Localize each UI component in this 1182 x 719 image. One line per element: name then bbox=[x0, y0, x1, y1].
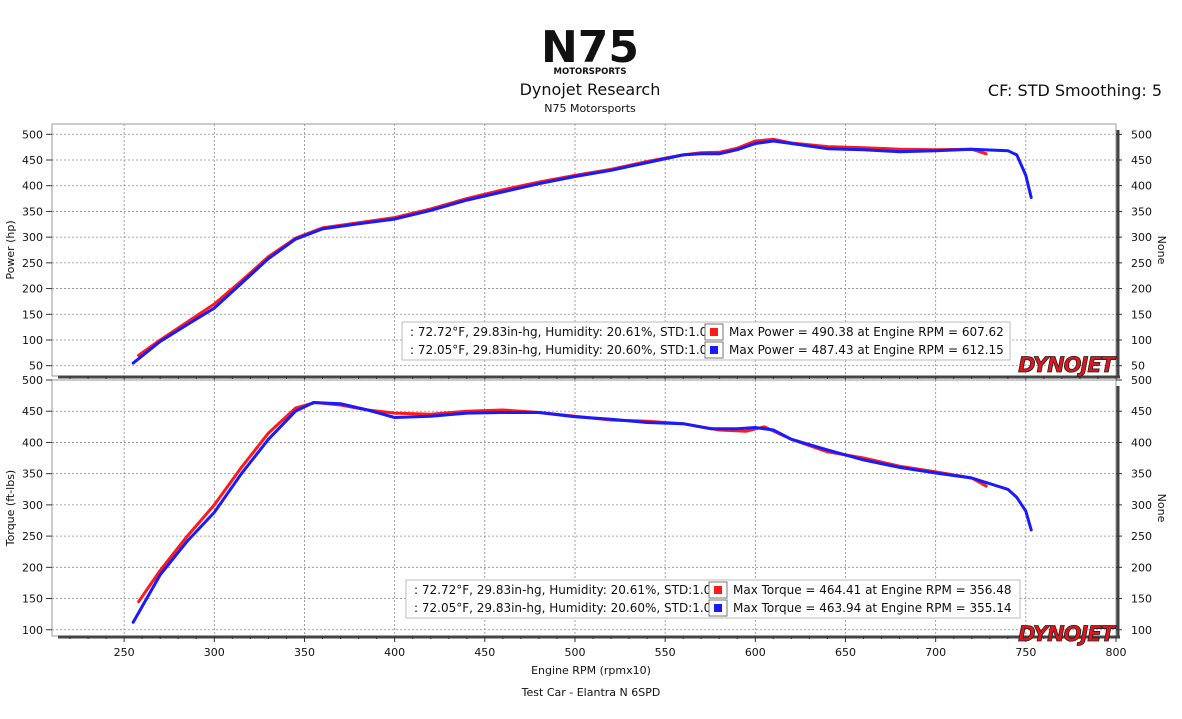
legend-summary: Max Torque = 463.94 at Engine RPM = 355.… bbox=[733, 601, 1011, 615]
y-axis-label: Power (hp) bbox=[4, 220, 17, 279]
x-tick-label: 250 bbox=[114, 646, 135, 659]
legend-conditions: : 72.05°F, 29.83in-hg, Humidity: 20.60%,… bbox=[414, 601, 719, 615]
legend-swatch bbox=[710, 346, 718, 354]
chart-panel-1: 50 50 100 100 150 150 200 200 250 250 300 300 350 350… bbox=[4, 123, 1168, 382]
chart-panel-2: 100 100 150 150 200 200 250 250 300 300 350 350 400 4… bbox=[4, 374, 1168, 659]
y-tick-label-right: 200 bbox=[1131, 283, 1152, 296]
x-tick-label: 500 bbox=[564, 646, 585, 659]
y-tick-label: 350 bbox=[22, 468, 43, 481]
y-tick-label-right: 500 bbox=[1131, 128, 1152, 141]
logo-subtext: MOTORSPORTS bbox=[554, 67, 627, 76]
y-tick-label: 300 bbox=[22, 499, 43, 512]
y-axis-label-right: None bbox=[1155, 236, 1168, 265]
x-tick-label: 350 bbox=[294, 646, 315, 659]
y-tick-label: 450 bbox=[22, 405, 43, 418]
y-tick-label-right: 100 bbox=[1131, 624, 1152, 637]
y-tick-label: 250 bbox=[22, 257, 43, 270]
y-tick-label-right: 100 bbox=[1131, 334, 1152, 347]
n75-logo: N75 MOTORSPORTS bbox=[544, 22, 636, 76]
y-tick-label-right: 250 bbox=[1131, 257, 1152, 270]
x-tick-label: 400 bbox=[384, 646, 405, 659]
y-tick-label-right: 400 bbox=[1131, 436, 1152, 449]
legend: : 72.72°F, 29.83in-hg, Humidity: 20.61%,… bbox=[401, 321, 1011, 361]
y-tick-label-right: 300 bbox=[1131, 231, 1152, 244]
x-tick-label: 300 bbox=[204, 646, 225, 659]
x-tick-label: 550 bbox=[655, 646, 676, 659]
series-line-run-2 bbox=[131, 139, 1033, 365]
x-tick-label: 650 bbox=[835, 646, 856, 659]
logo-text: N75 bbox=[544, 22, 636, 73]
y-tick-label: 100 bbox=[22, 334, 43, 347]
y-tick-label-right: 150 bbox=[1131, 593, 1152, 606]
y-tick-label: 150 bbox=[22, 308, 43, 321]
y-tick-label: 250 bbox=[22, 530, 43, 543]
correction-factor: CF: STD Smoothing: 5 bbox=[987, 81, 1162, 100]
y-tick-label-right: 200 bbox=[1131, 561, 1152, 574]
legend-swatch bbox=[714, 604, 722, 612]
y-tick-label: 350 bbox=[22, 205, 43, 218]
legend-summary: Max Power = 487.43 at Engine RPM = 612.1… bbox=[729, 343, 1004, 357]
x-axis-label: Engine RPM (rpmx10) bbox=[531, 664, 651, 677]
y-tick-label: 500 bbox=[22, 128, 43, 141]
y-tick-label: 200 bbox=[22, 561, 43, 574]
y-tick-label-right: 150 bbox=[1131, 308, 1152, 321]
x-tick-label: 700 bbox=[925, 646, 946, 659]
x-tick-label: 600 bbox=[745, 646, 766, 659]
y-axis-label-right: None bbox=[1155, 494, 1168, 523]
y-axis-label: Torque (ft-lbs) bbox=[4, 470, 17, 547]
dynojet-watermark: DYNOJET bbox=[1018, 353, 1117, 377]
y-tick-label-right: 350 bbox=[1131, 205, 1152, 218]
y-tick-label-right: 300 bbox=[1131, 499, 1152, 512]
y-tick-label: 400 bbox=[22, 180, 43, 193]
y-tick-label: 450 bbox=[22, 154, 43, 167]
vehicle-name: Test Car - Elantra N 6SPD bbox=[521, 686, 661, 699]
legend: : 72.72°F, 29.83in-hg, Humidity: 20.61%,… bbox=[405, 579, 1021, 619]
x-tick-label: 800 bbox=[1106, 646, 1127, 659]
y-tick-label: 50 bbox=[29, 360, 43, 373]
x-tick-label: 750 bbox=[1015, 646, 1036, 659]
y-tick-label: 500 bbox=[22, 374, 43, 387]
legend-swatch bbox=[714, 586, 722, 594]
legend-conditions: : 72.72°F, 29.83in-hg, Humidity: 20.61%,… bbox=[410, 325, 715, 339]
x-tick-label: 450 bbox=[474, 646, 495, 659]
legend-summary: Max Torque = 464.41 at Engine RPM = 356.… bbox=[733, 583, 1011, 597]
y-tick-label-right: 450 bbox=[1131, 154, 1152, 167]
y-tick-label-right: 450 bbox=[1131, 405, 1152, 418]
shop-name: N75 Motorsports bbox=[544, 102, 636, 115]
dynojet-watermark: DYNOJET bbox=[1018, 622, 1117, 646]
series-line-run-2 bbox=[131, 401, 1033, 624]
company-name: Dynojet Research bbox=[519, 80, 661, 99]
y-tick-label-right: 250 bbox=[1131, 530, 1152, 543]
legend-summary: Max Power = 490.38 at Engine RPM = 607.6… bbox=[729, 325, 1004, 339]
y-tick-label: 100 bbox=[22, 624, 43, 637]
y-tick-label-right: 350 bbox=[1131, 468, 1152, 481]
legend-conditions: : 72.72°F, 29.83in-hg, Humidity: 20.61%,… bbox=[414, 583, 719, 597]
y-tick-label: 150 bbox=[22, 593, 43, 606]
y-tick-label-right: 500 bbox=[1131, 374, 1152, 387]
y-tick-label-right: 400 bbox=[1131, 180, 1152, 193]
legend-swatch bbox=[710, 328, 718, 336]
y-tick-label: 200 bbox=[22, 283, 43, 296]
y-tick-label: 400 bbox=[22, 436, 43, 449]
y-tick-label: 300 bbox=[22, 231, 43, 244]
legend-conditions: : 72.05°F, 29.83in-hg, Humidity: 20.60%,… bbox=[410, 343, 715, 357]
y-tick-label-right: 50 bbox=[1131, 360, 1145, 373]
